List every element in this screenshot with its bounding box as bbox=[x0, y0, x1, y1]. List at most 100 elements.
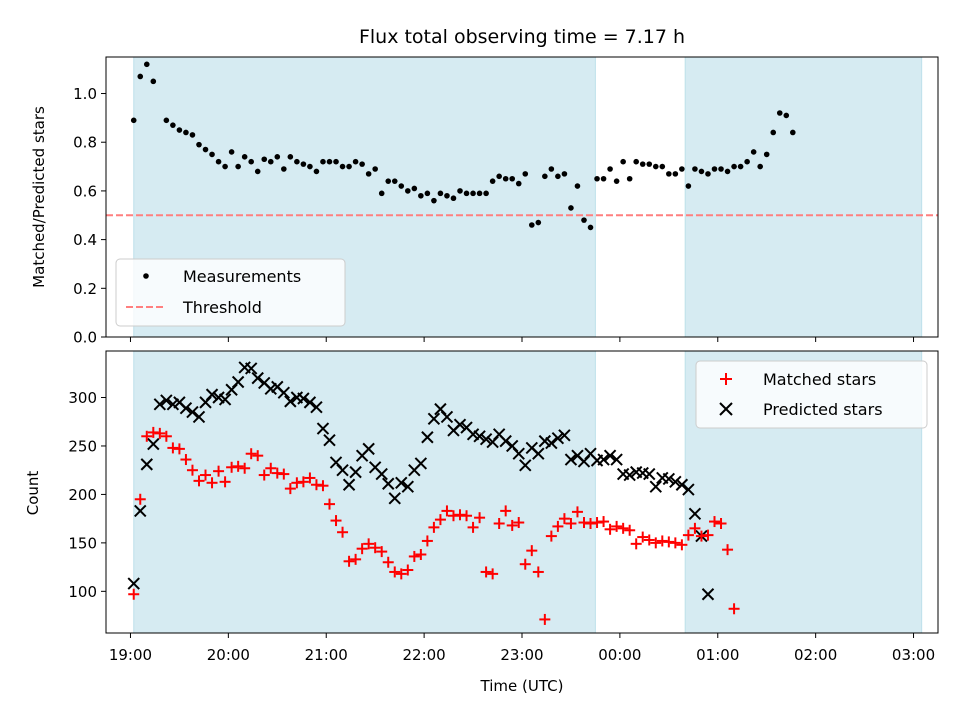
legend: Measurements Threshold bbox=[115, 258, 346, 327]
observing-window-band bbox=[684, 56, 923, 338]
measurement-point bbox=[294, 158, 300, 165]
measurement-point bbox=[561, 171, 568, 177]
predicted-point bbox=[688, 507, 702, 521]
x-marker-stroke bbox=[643, 467, 656, 481]
y-tick-label: 0.0 bbox=[73, 329, 97, 347]
predicted-point bbox=[643, 467, 656, 481]
matched-point bbox=[728, 603, 740, 615]
x-marker-stroke bbox=[532, 447, 545, 460]
matched-point bbox=[519, 558, 531, 570]
x-marker-stroke bbox=[414, 457, 428, 470]
measurement-point bbox=[685, 183, 692, 189]
measurement-point bbox=[222, 163, 228, 170]
measurement-point bbox=[254, 168, 261, 175]
predicted-point bbox=[512, 447, 525, 460]
x-marker-stroke bbox=[688, 507, 702, 521]
matched-point bbox=[343, 555, 355, 567]
measurement-point bbox=[378, 190, 385, 197]
measurement-point bbox=[594, 175, 600, 182]
x-marker-stroke bbox=[251, 371, 264, 385]
x-marker-stroke bbox=[160, 394, 173, 407]
measurement-point bbox=[313, 168, 320, 175]
x-marker-stroke bbox=[395, 476, 408, 490]
x-marker-stroke bbox=[492, 428, 506, 441]
predicted-point bbox=[316, 422, 330, 435]
legend-predicted-marker bbox=[719, 402, 733, 416]
matched-point bbox=[500, 505, 512, 517]
measurement-point bbox=[705, 171, 711, 177]
measurement-point bbox=[391, 178, 398, 184]
measurement-point bbox=[692, 166, 698, 172]
x-tick-label: 21:00 bbox=[305, 646, 348, 664]
matched-point bbox=[297, 476, 309, 488]
predicted-point bbox=[649, 480, 662, 493]
measurement-point bbox=[405, 188, 411, 194]
measurement-point bbox=[489, 178, 496, 184]
matched-point bbox=[134, 493, 146, 505]
matched-point bbox=[571, 506, 583, 518]
predicted-point bbox=[401, 480, 415, 493]
predicted-point bbox=[231, 375, 245, 389]
measurement-point bbox=[607, 166, 613, 172]
measurement-point bbox=[130, 117, 137, 124]
x-marker-stroke bbox=[466, 428, 480, 441]
x-marker-stroke bbox=[434, 402, 447, 416]
legend-matched-marker bbox=[720, 373, 732, 385]
measurement-point bbox=[496, 173, 502, 180]
x-marker-stroke bbox=[662, 472, 676, 486]
x-marker-stroke bbox=[649, 480, 662, 493]
x-marker-stroke bbox=[342, 478, 356, 491]
matched-point bbox=[382, 556, 394, 568]
x-marker-stroke bbox=[284, 395, 297, 408]
measurement-point bbox=[659, 163, 666, 170]
matched-point bbox=[186, 464, 198, 476]
matched-point bbox=[213, 465, 225, 477]
axes: 0.0 0.2 0.4 0.6 0.8 1.0 bbox=[73, 56, 939, 347]
measurement-point bbox=[235, 163, 241, 170]
measurement-point bbox=[763, 151, 770, 158]
matched-point bbox=[284, 483, 296, 495]
measurement-point bbox=[228, 149, 235, 155]
matched-point bbox=[389, 566, 401, 578]
measurement-point bbox=[639, 161, 646, 167]
measurement-point bbox=[444, 192, 450, 199]
matched-point bbox=[141, 430, 153, 442]
x-tick-label: 19:00 bbox=[109, 646, 152, 664]
legend-matched-label: Matched stars bbox=[763, 370, 876, 389]
measurement-point bbox=[542, 173, 548, 180]
measurement-point bbox=[522, 171, 529, 177]
matched-point bbox=[395, 568, 407, 580]
predicted-point bbox=[277, 386, 291, 399]
matched-point bbox=[408, 550, 420, 562]
matched-point bbox=[278, 468, 290, 480]
predicted-point bbox=[623, 468, 636, 482]
x-marker-stroke bbox=[134, 504, 147, 518]
predicted-point bbox=[244, 362, 258, 375]
matched-point bbox=[689, 522, 701, 534]
matched-point bbox=[154, 427, 166, 439]
legend-threshold-label: Threshold bbox=[182, 298, 262, 317]
measurement-point bbox=[248, 158, 254, 165]
x-marker-stroke bbox=[303, 396, 317, 409]
measurement-point bbox=[333, 158, 339, 165]
x-marker-stroke bbox=[147, 437, 160, 451]
matched-point bbox=[474, 512, 486, 524]
measurement-point bbox=[757, 163, 763, 170]
predicted-point bbox=[453, 418, 467, 431]
predicted-point bbox=[532, 447, 545, 460]
measurement-point bbox=[555, 173, 561, 180]
x-marker-stroke bbox=[440, 410, 454, 424]
x-marker-stroke bbox=[564, 453, 578, 466]
matched-point bbox=[513, 517, 525, 529]
x-marker-stroke bbox=[244, 362, 258, 375]
legend: Matched stars Predicted stars bbox=[695, 360, 928, 429]
measurement-point bbox=[163, 117, 170, 124]
matched-point bbox=[330, 515, 342, 527]
measurement-point bbox=[574, 183, 581, 189]
measurement-point bbox=[581, 217, 587, 223]
y-tick-label: 0.6 bbox=[73, 182, 97, 200]
matched-point bbox=[558, 513, 570, 525]
measurement-point bbox=[196, 141, 202, 148]
predicted-point bbox=[362, 442, 375, 456]
